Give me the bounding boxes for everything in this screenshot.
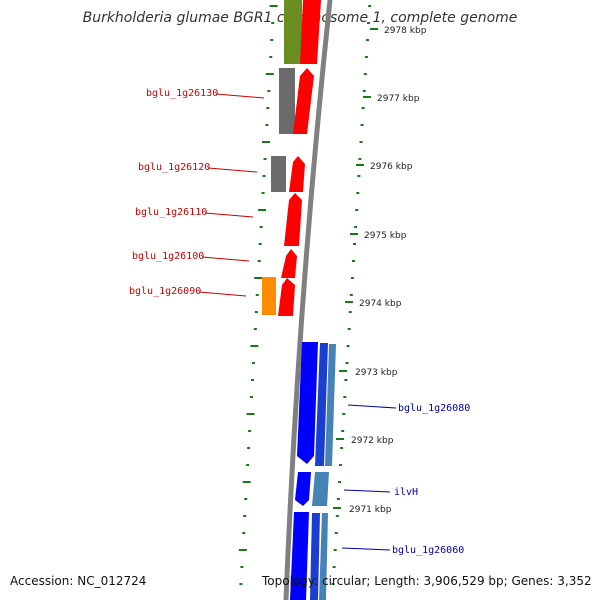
gene-label-bglu_1g26060[interactable]: bglu_1g26060 <box>392 545 464 556</box>
gray-feature-bglu_1g26130 <box>279 68 295 134</box>
gene-arrow-bglu_1g26060[interactable] <box>290 512 309 600</box>
scale-tick-label: 2974 kbp <box>359 299 402 309</box>
gray-feature-bglu_1g26120 <box>271 156 286 192</box>
scale-tick-label: 2978 kbp <box>384 26 427 36</box>
orange-feature-bglu_1g26090 <box>262 277 276 315</box>
leader-line <box>343 489 391 493</box>
gene-arrow-forward <box>300 0 321 64</box>
leader-line <box>198 291 247 297</box>
scale-tick-label: 2973 kbp <box>355 368 398 378</box>
gene-label-ilvH[interactable]: ilvH <box>394 487 418 498</box>
inner-ruler <box>238 5 278 585</box>
gene-arrow-bglu_1g26080[interactable] <box>297 342 318 464</box>
scale-tick-label: 2972 kbp <box>351 436 394 446</box>
leader-line <box>215 93 265 99</box>
scale-tick-label: 2976 kbp <box>370 162 413 172</box>
backbone <box>283 0 333 600</box>
leader-line <box>347 404 397 409</box>
gene-arrow-bglu_1g26120[interactable] <box>289 156 305 192</box>
gene-arrow-bglu_1g26090[interactable] <box>278 278 295 316</box>
gene-arrow-bglu_1g26060-c <box>319 513 328 600</box>
gene-arrow-bglu_1g26100[interactable] <box>281 249 297 278</box>
gene-arrow-bglu_1g26080-b <box>315 343 328 466</box>
scale-tick-label: 2975 kbp <box>364 231 407 241</box>
outer-ruler <box>331 5 372 585</box>
gene-label-bglu_1g26130[interactable]: bglu_1g26130 <box>146 88 218 99</box>
scale-ticks: 2978 kbp 2977 kbp 2976 kbp 2975 kbp 2974… <box>333 26 427 515</box>
gene-label-bglu_1g26110[interactable]: bglu_1g26110 <box>135 207 207 218</box>
scale-tick-label: 2977 kbp <box>377 94 420 104</box>
gene-label-bglu_1g26080[interactable]: bglu_1g26080 <box>398 403 470 414</box>
gene-label-bglu_1g26090[interactable]: bglu_1g26090 <box>129 286 201 297</box>
gene-arrow-ilvH-b <box>312 472 329 506</box>
gene-arrow-bglu_1g26060-b <box>310 513 320 600</box>
gene-arrow-ilvH[interactable] <box>295 472 311 506</box>
right-gene-labels: bglu_1g26080 ilvH bglu_1g26060 <box>341 403 470 556</box>
left-gene-labels: bglu_1g26130 bglu_1g26120 bglu_1g26110 b… <box>129 88 265 297</box>
gene-arrow-bglu_1g26080-c <box>325 344 336 466</box>
gene-label-bglu_1g26100[interactable]: bglu_1g26100 <box>132 251 204 262</box>
topology-text: Topology: circular; Length: 3,906,529 bp… <box>262 574 592 588</box>
gene-label-bglu_1g26120[interactable]: bglu_1g26120 <box>138 162 210 173</box>
leader-line <box>201 256 250 262</box>
gene-arrow-bglu_1g26110[interactable] <box>284 193 302 246</box>
scale-tick-label: 2971 kbp <box>349 505 392 515</box>
gene-arrow-bglu_1g26130[interactable] <box>293 68 314 134</box>
leader-line <box>341 547 391 551</box>
accession-text: Accession: NC_012724 <box>10 574 147 588</box>
leader-line <box>204 212 254 218</box>
olive-feature <box>284 0 302 64</box>
leader-line <box>207 167 258 173</box>
